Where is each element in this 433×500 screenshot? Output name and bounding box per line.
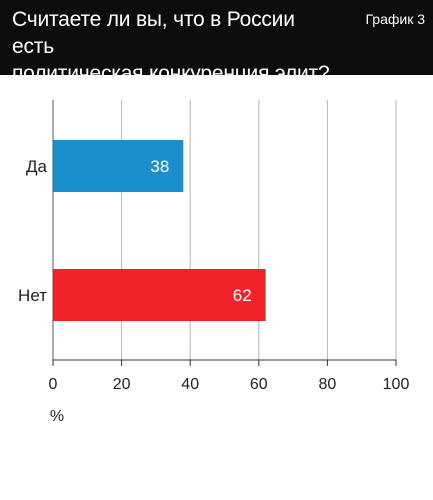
chart-title: Считаете ли вы, что в России есть полити… xyxy=(12,6,342,87)
bar xyxy=(53,140,184,192)
x-tick-label: 60 xyxy=(250,376,268,393)
category-label: Да xyxy=(26,157,48,176)
chart-title-line2: политическая конкуренция элит? xyxy=(12,62,330,85)
x-axis-label: % xyxy=(50,408,64,425)
chart-axis: 0 20 40 60 80 100% xyxy=(49,100,410,425)
x-tick-label: 40 xyxy=(181,376,199,393)
bar xyxy=(53,269,266,321)
x-tick-label: 0 xyxy=(49,376,58,393)
bar-value-label: 38 xyxy=(150,157,169,176)
bar-value-label: 62 xyxy=(233,286,252,305)
chart-title-line1: Считаете ли вы, что в России есть xyxy=(12,8,295,58)
x-tick-label: 20 xyxy=(113,376,131,393)
chart-number-tag: График 3 xyxy=(365,11,425,27)
chart-header: Считаете ли вы, что в России есть полити… xyxy=(0,0,433,85)
x-tick-label: 100 xyxy=(383,376,410,393)
category-label: Нет xyxy=(18,286,47,305)
chart-bars: 38 Да 62 Нет xyxy=(18,140,266,321)
x-tick-label: 80 xyxy=(319,376,337,393)
